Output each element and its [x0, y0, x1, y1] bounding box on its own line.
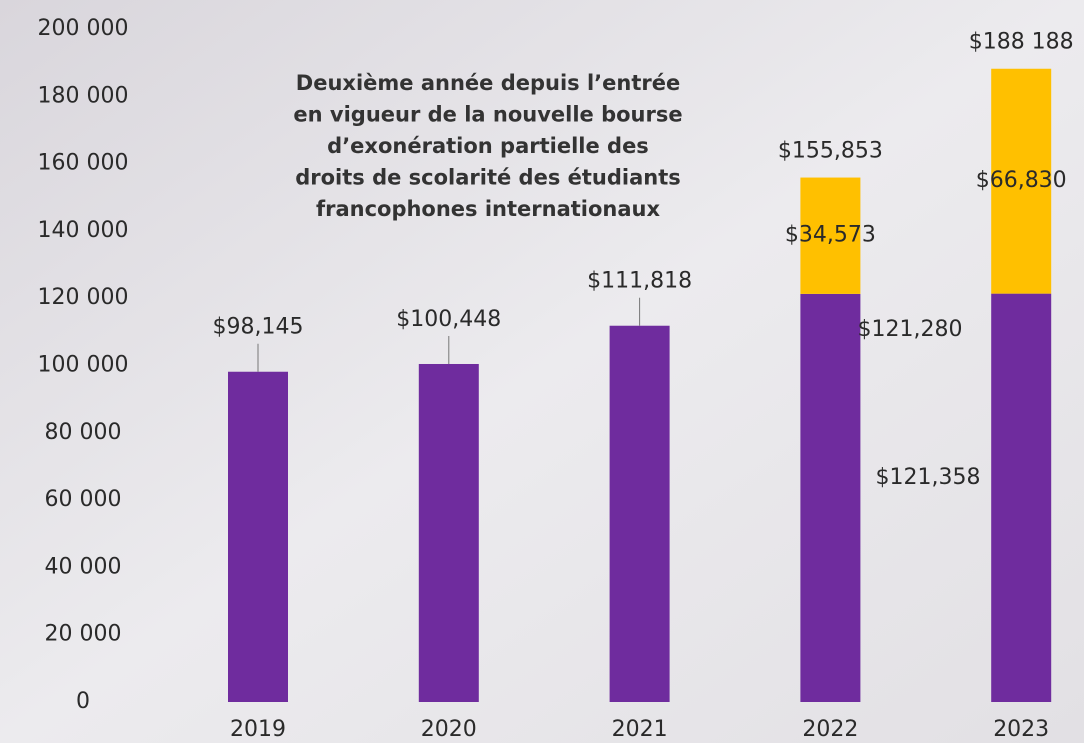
annotation: d’exonération partielle des [327, 134, 649, 158]
annotation: Deuxième année depuis l’entrée [296, 71, 680, 95]
y-tick-label: 60 000 [45, 487, 122, 512]
bar-segment [991, 294, 1051, 702]
value-label: $34,573 [785, 223, 876, 248]
x-tick-label: 2023 [993, 717, 1049, 742]
x-tick-label: 2021 [612, 717, 668, 742]
chart: 0 20 000 40 000 60 000 80 000 100 000 120 000 1… [0, 0, 1084, 743]
total-label: $155,853 [778, 139, 883, 164]
x-tick-label: 2022 [802, 717, 858, 742]
value-label: $111,818 [587, 269, 692, 294]
y-tick-label: 160 000 [38, 151, 129, 176]
y-tick-label: 20 000 [45, 622, 122, 647]
bar-segment [610, 326, 670, 702]
bar-segment [800, 294, 860, 702]
total-label: $188 188 [969, 30, 1074, 55]
value-label: $121,280 [858, 317, 963, 342]
x-tick-label: 2020 [421, 717, 477, 742]
y-tick-label: 40 000 [45, 554, 122, 579]
bar-segment [228, 372, 288, 702]
y-tick-label: 80 000 [45, 420, 122, 445]
value-label: $66,830 [976, 168, 1067, 193]
annotation: en vigueur de la nouvelle bourse [293, 103, 682, 127]
annotation: francophones internationaux [316, 197, 661, 221]
value-label: $98,145 [213, 315, 304, 340]
annotation: droits de scolarité des étudiants [295, 166, 681, 190]
bar-segment [419, 364, 479, 702]
value-label: $121,358 [876, 465, 981, 490]
x-tick-label: 2019 [230, 717, 286, 742]
y-tick-label: 200 000 [38, 16, 129, 41]
y-tick-label: 180 000 [38, 83, 129, 108]
y-tick-label: 100 000 [38, 353, 129, 378]
value-label: $100,448 [396, 307, 501, 332]
y-tick-label: 0 [76, 689, 90, 714]
y-tick-label: 140 000 [38, 218, 129, 243]
y-tick-label: 120 000 [38, 285, 129, 310]
